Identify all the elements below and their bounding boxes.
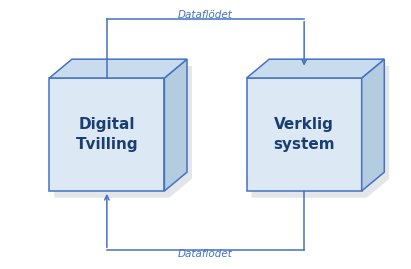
Polygon shape — [49, 59, 187, 78]
Text: Digital
Tvilling: Digital Tvilling — [76, 117, 138, 152]
Text: Verklig
system: Verklig system — [273, 117, 335, 152]
Polygon shape — [247, 59, 384, 78]
Polygon shape — [247, 78, 362, 191]
Polygon shape — [54, 66, 192, 198]
Polygon shape — [164, 59, 187, 191]
Polygon shape — [252, 66, 389, 198]
Polygon shape — [362, 59, 384, 191]
Text: Dataflödet: Dataflödet — [178, 249, 233, 259]
Polygon shape — [49, 78, 164, 191]
Text: Dataflödet: Dataflödet — [178, 10, 233, 20]
